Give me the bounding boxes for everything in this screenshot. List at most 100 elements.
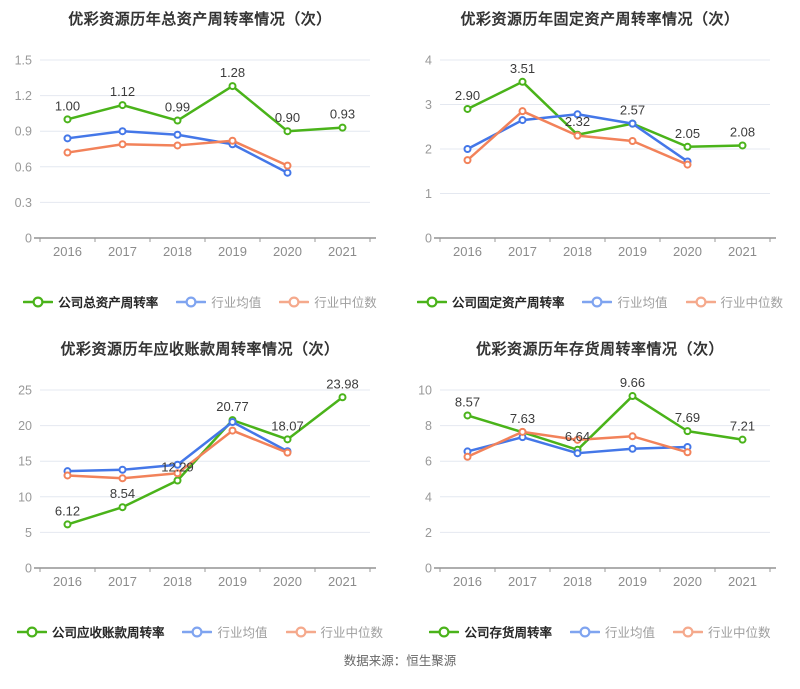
data-label: 7.69 xyxy=(675,410,700,425)
x-tick-label: 2016 xyxy=(53,244,82,259)
data-point xyxy=(63,520,72,529)
data-label: 9.66 xyxy=(620,375,645,390)
legend-item-industry-median[interactable]: 行业中位数 xyxy=(673,622,771,641)
legend-marker-icon xyxy=(685,295,716,308)
chart-title: 优彩资源历年存货周转率情况（次） xyxy=(475,341,724,358)
y-tick-label: 4 xyxy=(425,54,432,68)
legend-item-industry-mean[interactable]: 行业均值 xyxy=(569,622,655,641)
legend-marker-icon xyxy=(673,625,703,638)
data-label: 7.63 xyxy=(510,411,535,426)
data-point xyxy=(338,123,347,132)
series-line xyxy=(466,394,744,452)
data-label: 8.57 xyxy=(455,394,480,409)
data-point xyxy=(283,127,292,136)
data-point xyxy=(283,448,292,457)
data-label: 8.54 xyxy=(110,486,135,501)
data-point xyxy=(283,161,292,170)
data-point xyxy=(118,140,127,149)
y-tick-label: 0 xyxy=(25,562,32,576)
data-label: 2.57 xyxy=(620,103,645,118)
legend-marker-icon xyxy=(176,295,207,308)
data-point xyxy=(228,136,237,145)
legend-label: 公司固定资产周转率 xyxy=(451,296,565,310)
x-tick-label: 2021 xyxy=(728,574,757,589)
data-point xyxy=(518,107,527,116)
data-point xyxy=(683,427,692,436)
data-label: 0.93 xyxy=(330,107,355,122)
data-label: 18.07 xyxy=(271,418,304,433)
data-label: 1.00 xyxy=(55,98,80,113)
y-tick-label: 0 xyxy=(25,232,32,246)
data-point xyxy=(628,136,637,145)
data-point xyxy=(173,130,182,139)
x-tick-label: 2021 xyxy=(328,574,357,589)
x-tick-label: 2019 xyxy=(218,574,247,589)
data-point xyxy=(628,119,637,128)
x-tick-label: 2017 xyxy=(108,574,137,589)
legend-item-company[interactable]: 公司存货周转率 xyxy=(429,622,552,641)
legend-label: 公司存货周转率 xyxy=(464,626,552,640)
data-label: 1.12 xyxy=(110,84,135,99)
data-point xyxy=(463,411,472,420)
data-point xyxy=(63,134,72,143)
legend-item-industry-median[interactable]: 行业中位数 xyxy=(279,292,377,311)
legend-item-industry-median[interactable]: 行业中位数 xyxy=(685,292,783,311)
legend-item-industry-mean[interactable]: 行业均值 xyxy=(582,292,668,311)
plot-canvas: 0 1 2 3 4 2016 2017 2018 2019 2020 2021 2.90 3.51 2.3… xyxy=(425,54,776,259)
y-tick-label: 2 xyxy=(425,143,432,157)
data-label: 7.21 xyxy=(730,419,755,434)
data-point xyxy=(228,418,237,427)
data-point xyxy=(518,77,527,86)
y-tick-label: 0 xyxy=(425,562,432,576)
legend-label: 行业均值 xyxy=(211,296,262,310)
data-point xyxy=(173,469,182,478)
y-tick-label: 6 xyxy=(425,455,432,469)
data-point xyxy=(463,145,472,153)
legend-item-industry-mean[interactable]: 行业均值 xyxy=(182,622,268,641)
data-point xyxy=(463,452,472,461)
plot-canvas: 0 2 4 6 8 10 2016 2017 2018 2019 2020 2021 8.57 7.63 6… xyxy=(418,375,776,589)
y-tick-label: 15 xyxy=(18,455,32,469)
data-label: 6.64 xyxy=(565,429,590,444)
data-point xyxy=(738,141,747,150)
legend: 公司固定资产周转率 行业均值 行业中位数 xyxy=(400,292,800,311)
data-point xyxy=(228,426,237,435)
y-tick-label: 2 xyxy=(425,526,432,540)
legend-item-industry-median[interactable]: 行业中位数 xyxy=(285,622,383,641)
x-tick-label: 2019 xyxy=(218,244,247,259)
y-tick-label: 4 xyxy=(425,490,432,504)
legend-item-company[interactable]: 公司总资产周转率 xyxy=(23,292,158,311)
legend-marker-icon xyxy=(569,625,600,638)
data-point xyxy=(573,449,582,458)
data-label: 23.98 xyxy=(326,376,359,391)
y-tick-label: 1 xyxy=(425,187,432,201)
x-tick-label: 2016 xyxy=(453,244,482,259)
data-point xyxy=(63,148,72,157)
data-point xyxy=(738,435,747,444)
data-point xyxy=(683,448,692,457)
data-label: 2.90 xyxy=(455,88,480,103)
x-tick-label: 2018 xyxy=(163,574,192,589)
legend-item-company[interactable]: 公司应收账款周转率 xyxy=(16,622,164,641)
y-tick-label: 1.2 xyxy=(15,89,32,103)
y-tick-label: 10 xyxy=(418,384,432,398)
chart-total-asset-turnover: 优彩资源历年总资产周转率情况（次） 0 0.3 0.6 0.9 1.2 1.5 2016 20… xyxy=(0,0,400,315)
legend-item-company[interactable]: 公司固定资产周转率 xyxy=(416,292,565,311)
legend-marker-icon xyxy=(285,625,316,638)
legend-label: 公司总资产周转率 xyxy=(58,296,159,310)
data-point xyxy=(63,115,72,124)
y-tick-label: 8 xyxy=(425,419,432,433)
legend-marker-icon xyxy=(582,295,613,308)
data-point xyxy=(628,432,637,441)
y-tick-label: 0 xyxy=(425,232,432,246)
x-tick-label: 2019 xyxy=(618,244,647,259)
series-line xyxy=(66,84,344,133)
data-point xyxy=(518,116,527,125)
data-point xyxy=(118,101,127,110)
legend-marker-icon xyxy=(16,625,47,638)
legend-item-industry-mean[interactable]: 行业均值 xyxy=(176,292,261,311)
data-point xyxy=(173,116,182,125)
data-label: 6.12 xyxy=(55,503,80,518)
legend-label: 行业中位数 xyxy=(708,626,771,640)
x-tick-label: 2017 xyxy=(508,244,537,259)
